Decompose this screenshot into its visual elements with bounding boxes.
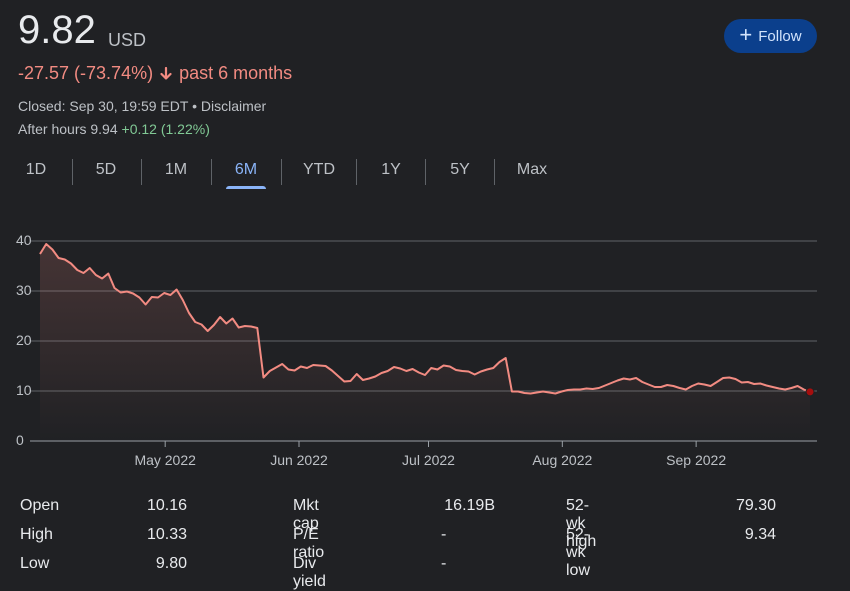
tab-divider (211, 159, 212, 185)
stat-open-label: Open (20, 497, 60, 514)
plus-icon: + (739, 22, 753, 47)
tab-5d[interactable]: 5D (95, 161, 117, 178)
stat-low-label: Low (20, 555, 50, 572)
stat-divyield-label: Div yield (293, 555, 326, 590)
currency-label: USD (108, 30, 147, 50)
x-tick-label: May 2022 (134, 452, 196, 468)
tab-ytd[interactable]: YTD (303, 161, 335, 178)
y-tick-label: 10 (16, 382, 32, 398)
arrow-down-icon (160, 66, 172, 80)
price-area (40, 244, 810, 441)
after-hours-change: +0.12 (1.22%) (121, 121, 210, 137)
price-line (39, 243, 811, 395)
y-tick-label: 40 (16, 232, 32, 248)
after-hours-label: After hours (18, 121, 87, 137)
stat-52wk-high-label: 52-wk high (566, 497, 597, 550)
closed-text: Closed: Sep 30, 19:59 EDT (18, 98, 189, 114)
tab-divider (494, 159, 495, 185)
status-separator: • (192, 98, 197, 114)
x-tick-label: Jul 2022 (402, 452, 455, 468)
stat-pe-value: - (441, 526, 447, 543)
stat-high-value: 10.33 (146, 526, 187, 543)
stat-divyield-value: - (441, 555, 447, 572)
stat-pe-label: P/E ratio (293, 526, 325, 561)
tab-divider (356, 159, 357, 185)
after-hours: After hours 9.94 +0.12 (1.22%) (18, 121, 210, 137)
x-tick-label: Sep 2022 (666, 452, 726, 468)
disclaimer-link[interactable]: Disclaimer (200, 98, 267, 114)
stat-low-value: 9.80 (155, 555, 187, 572)
after-hours-price: 9.94 (90, 121, 118, 137)
tab-1d[interactable]: 1D (25, 161, 47, 178)
tab-divider (141, 159, 142, 185)
x-tick-label: Aug 2022 (532, 452, 592, 468)
stat-mktcap-value: 16.19B (444, 497, 495, 514)
current-price: 9.82 (18, 8, 96, 52)
market-status: Closed: Sep 30, 19:59 EDT • Disclaimer (18, 98, 266, 114)
follow-label: Follow (758, 27, 802, 45)
tab-divider (425, 159, 426, 185)
tab-5y[interactable]: 5Y (450, 161, 470, 178)
price-change: -27.57 (-73.74%) past 6 months (18, 63, 292, 84)
price-chart[interactable]: 0 10 20 30 40 May 2022 Jun 2022 Jul 2022 Aug 20… (0, 222, 850, 472)
stat-high-label: High (20, 526, 53, 543)
y-tick-label: 20 (16, 332, 32, 348)
tab-max[interactable]: Max (516, 161, 548, 178)
follow-button[interactable]: + Follow (724, 19, 817, 53)
change-percent: (-73.74%) (74, 63, 154, 83)
stat-open-value: 10.16 (146, 497, 187, 514)
tab-divider (281, 159, 282, 185)
change-period: past 6 months (179, 63, 293, 83)
change-amount: -27.57 (18, 63, 70, 83)
stat-52wk-low-value: 9.34 (744, 526, 776, 543)
y-tick-label: 30 (16, 282, 32, 298)
x-tick-label: Jun 2022 (270, 452, 328, 468)
tab-1m[interactable]: 1M (164, 161, 188, 178)
tab-1y[interactable]: 1Y (381, 161, 401, 178)
tab-divider (72, 159, 73, 185)
stat-52wk-high-value: 79.30 (735, 497, 776, 514)
tab-6m[interactable]: 6M (224, 155, 268, 187)
y-tick-label: 0 (16, 432, 24, 448)
last-price-point (805, 387, 815, 397)
stat-52wk-low-label: 52-wk low (566, 526, 591, 579)
stat-mktcap-label: Mkt cap (293, 497, 319, 532)
